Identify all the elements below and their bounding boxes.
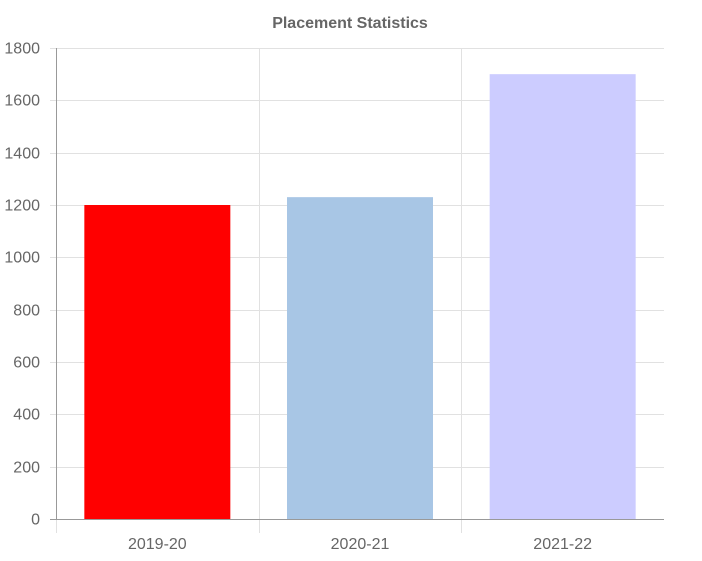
y-tick-label: 1800 bbox=[4, 41, 40, 58]
y-tick-label: 200 bbox=[13, 460, 40, 477]
y-tick-label: 0 bbox=[31, 512, 40, 529]
y-tick-label: 1000 bbox=[4, 250, 40, 267]
bar-2020-21[interactable] bbox=[287, 197, 433, 519]
bar-2021-22[interactable] bbox=[489, 74, 636, 520]
y-tick-label: 1200 bbox=[4, 198, 40, 215]
axes bbox=[50, 48, 664, 533]
bars bbox=[84, 74, 636, 520]
x-tick-label: 2020-21 bbox=[331, 536, 390, 553]
chart-title: Placement Statistics bbox=[272, 15, 428, 32]
y-tick-label: 1600 bbox=[4, 93, 40, 110]
x-tick-label: 2021-22 bbox=[533, 536, 592, 553]
x-tick-label: 2019-20 bbox=[128, 536, 187, 553]
bar-2019-20[interactable] bbox=[84, 205, 231, 519]
y-tick-label: 1400 bbox=[4, 146, 40, 163]
y-tick-label: 400 bbox=[13, 407, 40, 424]
y-tick-label: 600 bbox=[13, 355, 40, 372]
tick-labels: 0 200 400 600 800 1000 1200 1400 1600 1800 2019-20… bbox=[4, 41, 592, 554]
y-tick-label: 800 bbox=[13, 303, 40, 320]
